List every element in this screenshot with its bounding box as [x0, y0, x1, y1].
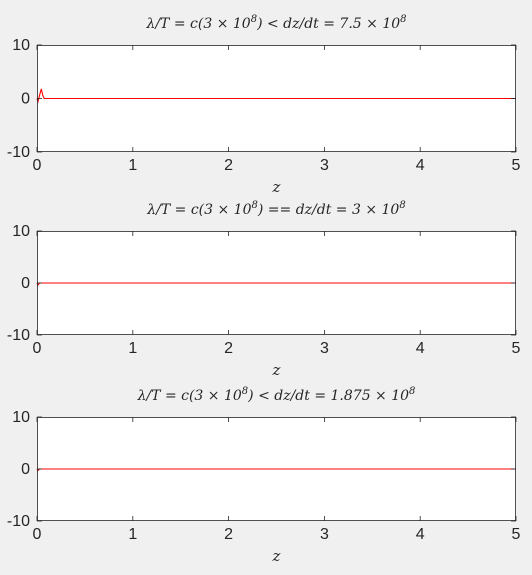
- x-tick-label: 4: [416, 526, 425, 543]
- x-tick-label: 5: [512, 340, 521, 357]
- y-tick-label: 10: [12, 409, 30, 426]
- x-tick-label: 2: [224, 340, 233, 357]
- x-tick-label: 0: [33, 526, 42, 543]
- chart-title: λ/T = c(3 × 108) < dz/dt = 7.5 × 108: [145, 14, 406, 32]
- x-tick-label: 4: [416, 157, 425, 174]
- x-tick-label: 5: [512, 526, 521, 543]
- x-tick-label: 0: [33, 340, 42, 357]
- x-tick-label: 1: [128, 157, 137, 174]
- x-axis-label: z: [272, 361, 281, 379]
- x-tick-label: 5: [512, 157, 521, 174]
- chart-title: λ/T = c(3 × 108) == dz/dt = 3 × 108: [146, 200, 405, 218]
- y-tick-label: 0: [21, 275, 30, 292]
- x-tick-label: 2: [224, 526, 233, 543]
- y-tick-label: 10: [12, 223, 30, 240]
- y-tick-label: 0: [21, 91, 30, 108]
- series-line: [36, 88, 516, 104]
- x-tick-label: 0: [33, 157, 42, 174]
- y-tick-label: 0: [21, 461, 30, 478]
- x-tick-label: 4: [416, 340, 425, 357]
- x-tick-label: 1: [128, 526, 137, 543]
- y-tick-label: -10: [7, 513, 30, 530]
- x-tick-label: 3: [320, 157, 329, 174]
- x-axis-label: z: [272, 547, 281, 565]
- chart-title: λ/T = c(3 × 108) < dz/dt = 1.875 × 108: [137, 386, 416, 404]
- y-tick-label: -10: [7, 327, 30, 344]
- y-tick-label: -10: [7, 144, 30, 161]
- y-tick-label: 10: [12, 37, 30, 54]
- x-tick-label: 1: [128, 340, 137, 357]
- x-tick-label: 3: [320, 526, 329, 543]
- x-tick-label: 3: [320, 340, 329, 357]
- x-tick-label: 2: [224, 157, 233, 174]
- x-axis-label: z: [272, 178, 281, 196]
